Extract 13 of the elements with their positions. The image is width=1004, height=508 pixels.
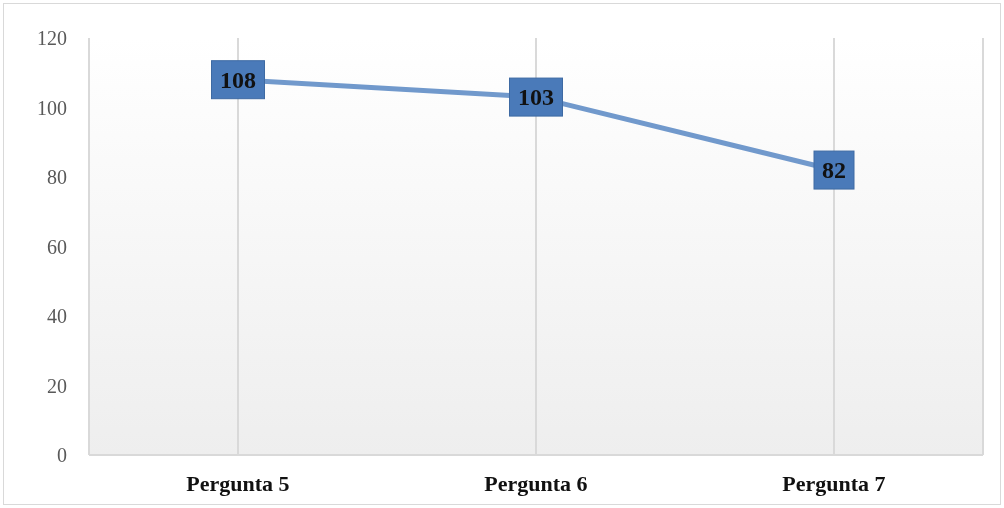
y-tick-label: 120 [37, 27, 67, 50]
data-label: 82 [822, 157, 846, 184]
y-tick-label: 0 [57, 444, 67, 467]
data-label: 103 [518, 84, 554, 111]
y-tick-label: 80 [47, 166, 67, 189]
y-tick-label: 20 [47, 374, 67, 397]
x-tick-label: Pergunta 7 [782, 470, 886, 496]
y-tick-label: 60 [47, 235, 67, 258]
x-tick-label: Pergunta 5 [186, 470, 290, 496]
y-tick-label: 40 [47, 305, 67, 328]
y-tick-label: 100 [37, 96, 67, 119]
data-label: 108 [220, 66, 256, 93]
x-tick-label: Pergunta 6 [484, 470, 588, 496]
